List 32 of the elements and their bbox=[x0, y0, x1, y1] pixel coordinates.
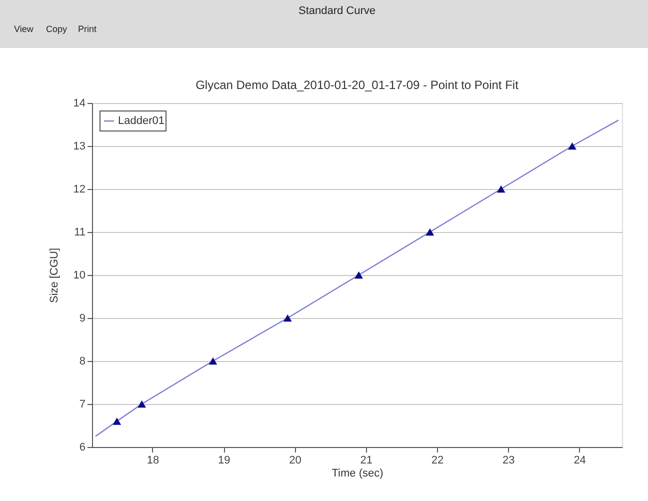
text: View bbox=[14, 24, 34, 34]
x-tick-label: 24 bbox=[574, 454, 586, 466]
y-axis-title: Size [CGU] bbox=[48, 248, 60, 304]
point bbox=[208, 357, 218, 365]
y-tick-label: 14 bbox=[73, 98, 86, 110]
x-tick-label: 23 bbox=[502, 454, 515, 466]
text: Print bbox=[78, 24, 98, 34]
legend-label: Ladder01 bbox=[118, 115, 164, 127]
point bbox=[112, 418, 122, 425]
y-tick-label: 9 bbox=[79, 312, 86, 324]
point bbox=[496, 185, 506, 193]
y-tick-label: 12 bbox=[73, 184, 86, 196]
y-tick-label: 8 bbox=[79, 356, 86, 368]
y-tick-label: 10 bbox=[73, 270, 86, 282]
y-tick-label: 7 bbox=[79, 398, 86, 410]
x-tick-label: 19 bbox=[218, 454, 230, 466]
text: Standard Curve bbox=[298, 5, 376, 17]
x-tick-label: 21 bbox=[360, 454, 373, 466]
chart-title: Glycan Demo Data_2010-01-20_01-17-09 - Point to Point Fit bbox=[196, 78, 520, 92]
y-tick-label: 6 bbox=[79, 442, 86, 454]
point bbox=[426, 228, 434, 236]
point bbox=[568, 142, 576, 150]
x-tick-label: 20 bbox=[289, 454, 302, 466]
x-tick-label: 18 bbox=[146, 454, 160, 466]
y-tick-label: 13 bbox=[73, 140, 86, 152]
text: Copy bbox=[46, 24, 68, 34]
x-axis-title: Time (sec) bbox=[332, 468, 384, 480]
x-tick-label: 22 bbox=[431, 454, 444, 466]
point bbox=[354, 271, 363, 279]
y-tick-label: 11 bbox=[74, 226, 86, 238]
point bbox=[138, 400, 146, 408]
point bbox=[283, 314, 292, 322]
